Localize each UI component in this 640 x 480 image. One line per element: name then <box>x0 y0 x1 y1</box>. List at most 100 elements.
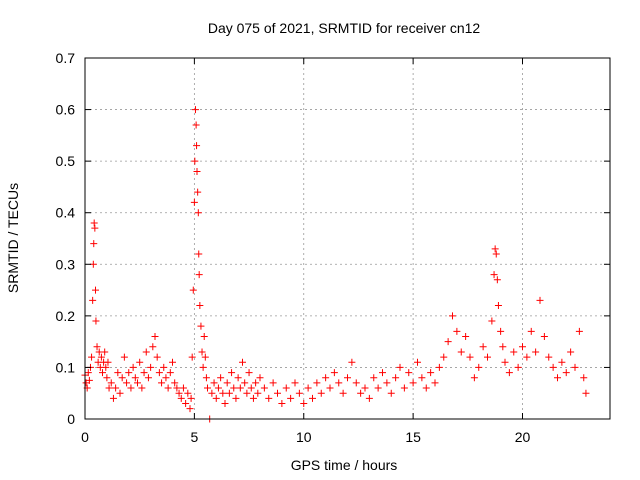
data-point <box>243 389 251 397</box>
data-point <box>179 384 187 392</box>
data-point <box>109 394 117 402</box>
data-point <box>348 358 356 366</box>
data-point <box>127 384 135 392</box>
data-point <box>193 142 201 150</box>
data-point <box>523 353 531 361</box>
data-point <box>278 400 286 408</box>
data-point <box>99 369 106 377</box>
data-point <box>532 348 540 356</box>
data-point <box>287 394 295 402</box>
data-point <box>90 240 98 248</box>
data-point <box>309 394 316 402</box>
data-point <box>400 384 408 392</box>
data-point <box>118 374 126 382</box>
data-point <box>466 353 474 361</box>
data-point <box>304 384 312 392</box>
data-point <box>295 389 303 397</box>
data-point <box>91 224 99 232</box>
data-point <box>254 389 262 397</box>
data-point <box>241 379 249 387</box>
data-point <box>195 271 203 279</box>
data-point <box>197 322 205 330</box>
y-tick-label: 0.5 <box>56 153 76 169</box>
data-point <box>191 157 199 165</box>
data-point <box>208 389 216 397</box>
data-point <box>212 394 220 402</box>
data-point <box>405 369 413 377</box>
x-tick-label: 15 <box>405 429 421 445</box>
x-tick-label: 20 <box>515 429 531 445</box>
data-point <box>97 353 105 361</box>
data-point <box>123 379 131 387</box>
data-point <box>153 353 161 361</box>
data-point <box>138 384 146 392</box>
data-point <box>383 379 391 387</box>
data-point <box>409 379 417 387</box>
data-point <box>193 167 201 175</box>
data-point <box>169 358 176 366</box>
data-point <box>488 317 496 325</box>
data-point <box>322 374 330 382</box>
data-point <box>256 374 264 382</box>
data-point <box>269 379 277 387</box>
data-point <box>219 389 227 397</box>
data-point <box>155 369 163 377</box>
data-point <box>221 400 229 408</box>
data-point <box>120 353 128 361</box>
y-tick-label: 0.7 <box>56 50 76 66</box>
data-point <box>194 209 202 217</box>
data-point <box>191 106 199 114</box>
data-point <box>519 343 526 351</box>
data-point <box>182 400 190 408</box>
data-point <box>249 394 257 402</box>
data-point <box>199 363 207 371</box>
data-point <box>491 245 499 253</box>
data-point <box>158 379 166 387</box>
data-point <box>575 327 583 335</box>
data-point <box>418 374 426 382</box>
data-point <box>274 389 281 397</box>
data-point <box>313 379 321 387</box>
data-point <box>112 384 120 392</box>
data-point <box>90 219 98 227</box>
data-point <box>88 353 96 361</box>
data-point <box>144 374 152 382</box>
data-point <box>291 379 299 387</box>
data-point <box>200 332 208 340</box>
data-point <box>247 384 255 392</box>
data-point <box>282 384 290 392</box>
x-axis-label: GPS time / hours <box>291 457 398 473</box>
data-point <box>140 369 148 377</box>
data-point <box>151 332 159 340</box>
data-point <box>265 394 273 402</box>
y-tick-label: 0.2 <box>56 308 76 324</box>
data-point <box>365 394 373 402</box>
data-point <box>149 343 157 351</box>
data-point <box>245 369 253 377</box>
data-point <box>339 389 347 397</box>
data-point <box>186 405 194 413</box>
data-point <box>173 384 181 392</box>
data-point <box>396 363 404 371</box>
data-point <box>497 327 505 335</box>
data-point <box>177 394 185 402</box>
data-point <box>188 353 196 361</box>
data-point <box>230 384 238 392</box>
data-point <box>414 358 421 366</box>
data-point <box>114 369 122 377</box>
data-point <box>107 379 115 387</box>
data-point <box>484 353 491 361</box>
data-point <box>175 389 183 397</box>
data-point <box>545 353 553 361</box>
data-point <box>89 296 97 304</box>
data-point <box>252 379 260 387</box>
data-point <box>357 389 365 397</box>
data-point <box>558 358 566 366</box>
plot-frame <box>84 57 611 420</box>
data-point <box>387 389 395 397</box>
y-tick-label: 0.1 <box>56 359 76 375</box>
data-point <box>374 384 382 392</box>
data-point <box>462 332 470 340</box>
data-point <box>536 296 544 304</box>
data-point <box>116 389 124 397</box>
